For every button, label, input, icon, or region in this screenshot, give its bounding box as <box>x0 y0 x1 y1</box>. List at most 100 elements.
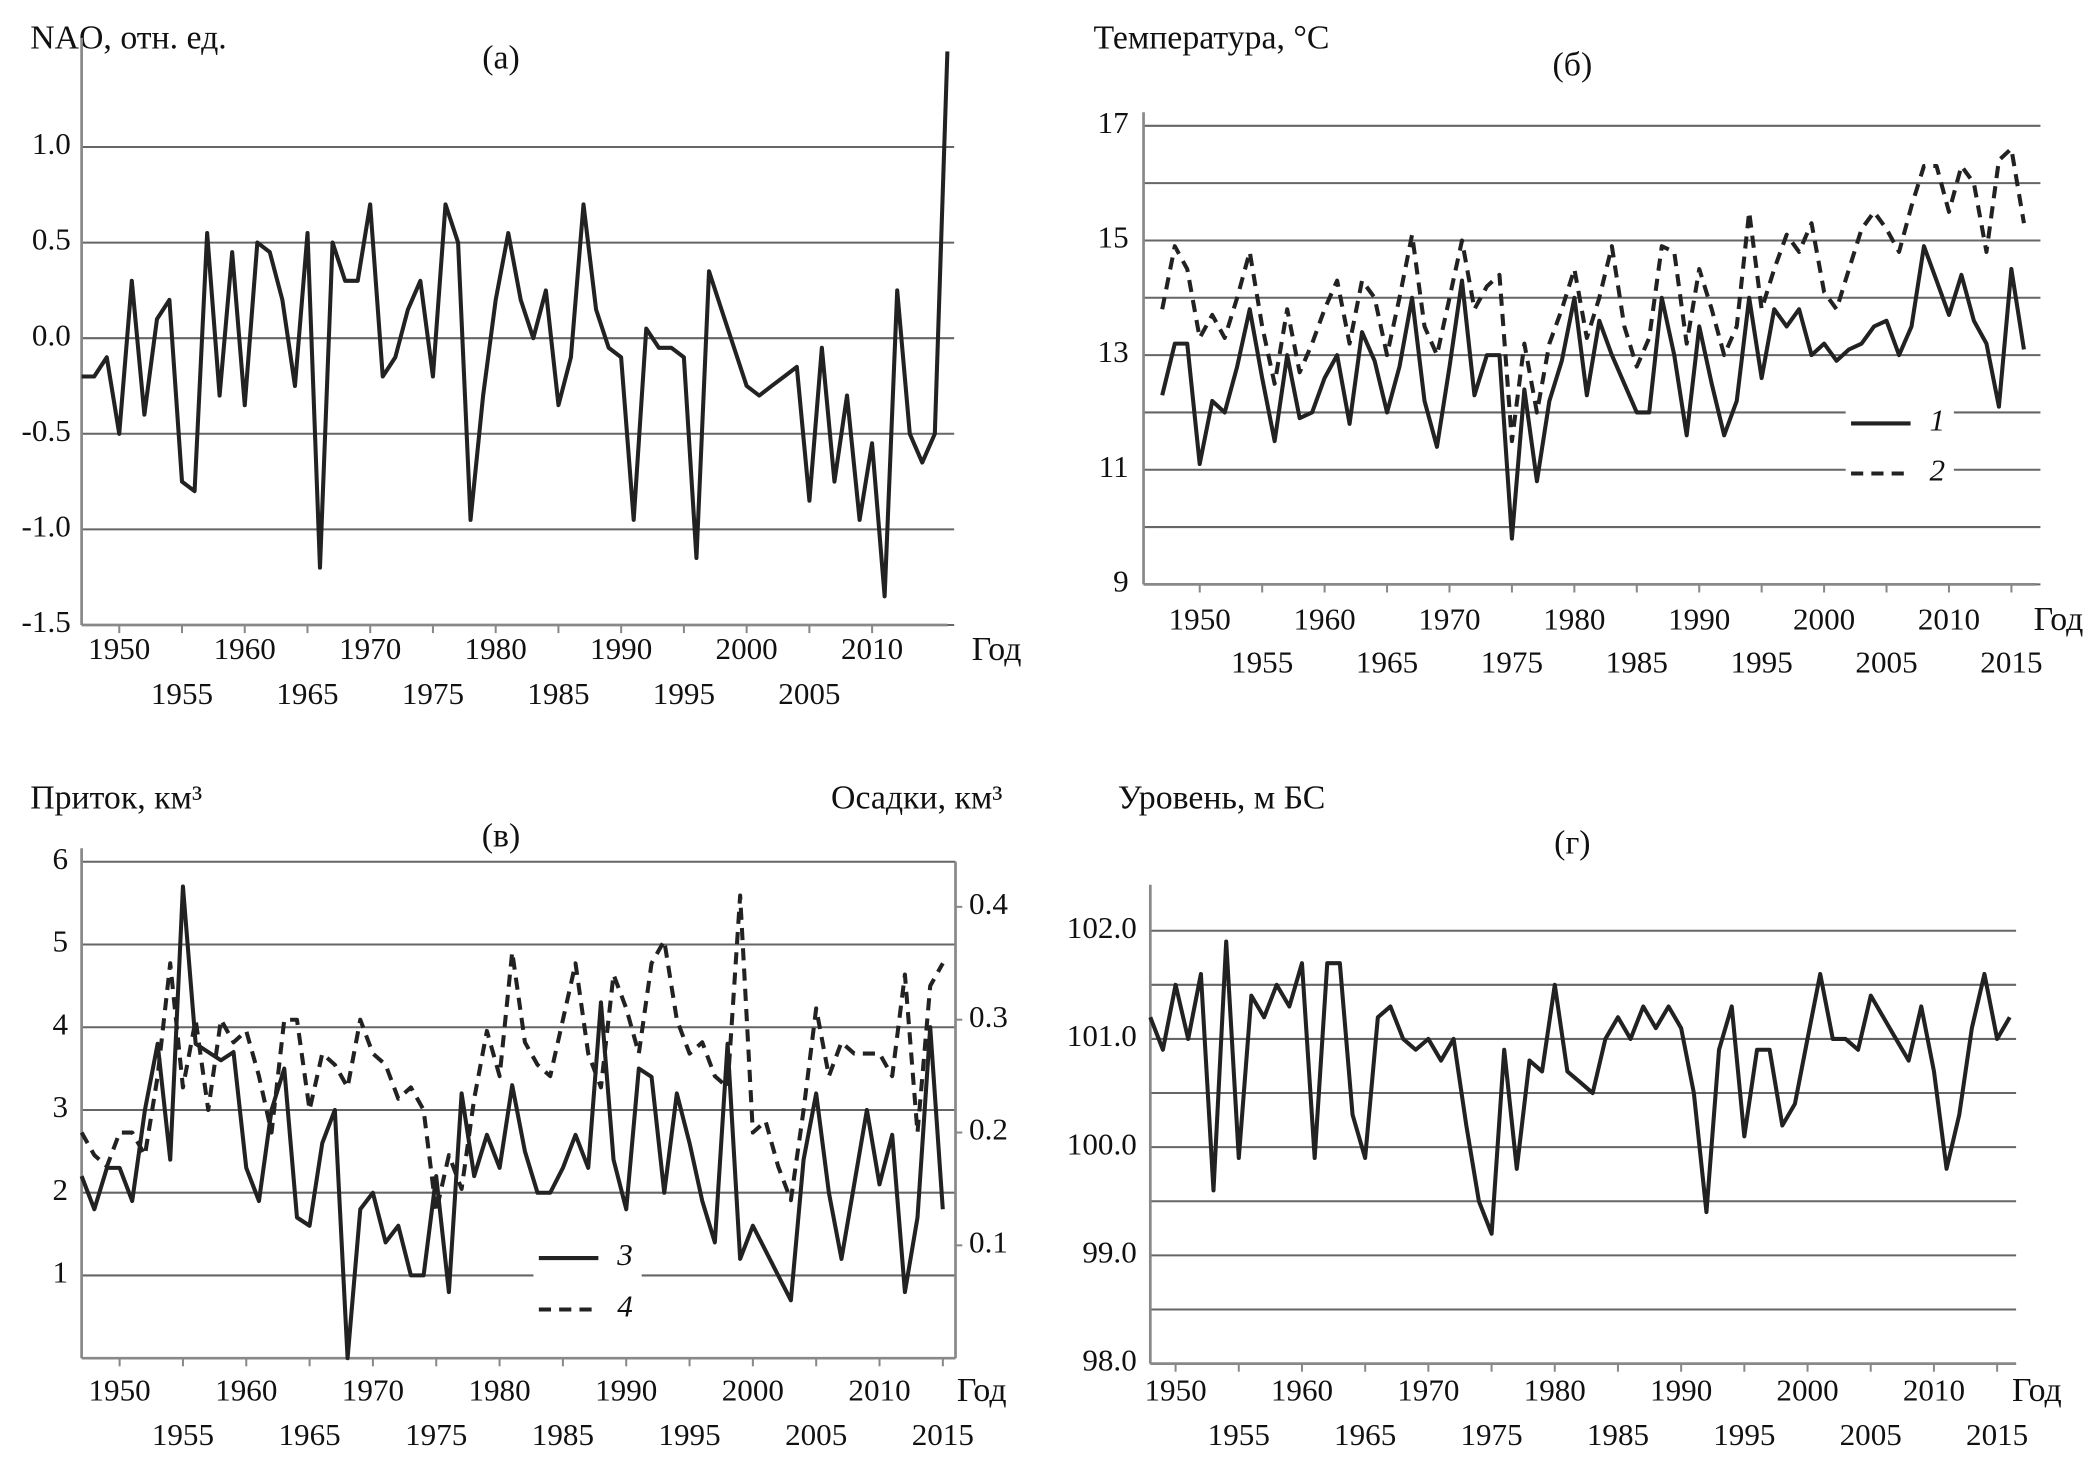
x-tick-label: 1990 <box>1650 1373 1712 1408</box>
x-tick-label: 2005 <box>778 676 840 711</box>
x-axis-title: Год <box>957 1372 1007 1409</box>
panel-title: (в) <box>482 817 520 854</box>
y-tick-label: 0.0 <box>32 317 71 352</box>
legend-label: 2 <box>1930 453 1946 488</box>
panel-title: (б) <box>1553 46 1593 83</box>
x-tick-label: 1950 <box>1144 1373 1206 1408</box>
legend-label: 4 <box>617 1289 633 1324</box>
x-tick-label: 2000 <box>1793 601 1855 636</box>
y2-tick-label: 0.1 <box>969 1224 1008 1259</box>
x-tick-label: 1995 <box>653 676 715 711</box>
x-tick-label: 1990 <box>595 1373 657 1408</box>
x-tick-label: 2010 <box>1903 1373 1965 1408</box>
x-tick-label: 2005 <box>1840 1417 1902 1452</box>
x-tick-label: 1970 <box>339 631 401 666</box>
x-tick-label: 1955 <box>1208 1417 1270 1452</box>
x-tick-label: 1950 <box>1169 601 1231 636</box>
y-tick-label: 1 <box>53 1255 69 1290</box>
y-axis-title: Уровень, м БС <box>1118 780 1325 817</box>
x-axis-title: Год <box>972 631 1022 668</box>
y-axis-title: Приток, км³ <box>30 780 202 817</box>
x-tick-label: 1995 <box>658 1417 720 1452</box>
x-tick-label: 2000 <box>1776 1373 1838 1408</box>
legend-box <box>1845 401 1954 502</box>
x-tick-label: 2000 <box>722 1373 784 1408</box>
x-tick-label: 1955 <box>1231 645 1293 680</box>
y-tick-label: 99.0 <box>1082 1235 1136 1270</box>
legend-label: 1 <box>1930 403 1946 438</box>
x-tick-label: 1995 <box>1713 1417 1775 1452</box>
data-line <box>1148 939 2012 1236</box>
y-tick-label: 6 <box>53 841 69 876</box>
y-tick-label: -1.0 <box>22 509 71 544</box>
y2-tick-label: 0.4 <box>969 886 1008 921</box>
data-line <box>1160 244 2026 541</box>
legend-box <box>533 1236 642 1340</box>
data-line <box>79 884 945 1361</box>
y-axis-title: NAO, отн. ед. <box>30 19 227 56</box>
x-tick-label: 1975 <box>402 676 464 711</box>
x-tick-label: 2010 <box>848 1373 910 1408</box>
x-tick-label: 1985 <box>532 1417 594 1452</box>
x-tick-label: 1985 <box>1587 1417 1649 1452</box>
data-line <box>79 893 945 1214</box>
x-tick-label: 2005 <box>785 1417 847 1452</box>
x-tick-label: 1975 <box>1481 645 1543 680</box>
x-tick-label: 2015 <box>1980 645 2042 680</box>
y-tick-label: 15 <box>1098 220 1129 255</box>
x-tick-label: 2010 <box>841 631 903 666</box>
x-tick-label: 1960 <box>1294 601 1356 636</box>
x-axis-title: Год <box>2012 1372 2062 1409</box>
x-tick-label: 1975 <box>405 1417 467 1452</box>
x-tick-label: 1980 <box>465 631 527 666</box>
x-tick-label: 1990 <box>590 631 652 666</box>
y2-tick-label: 0.3 <box>969 999 1008 1034</box>
y-tick-label: -1.5 <box>22 604 71 639</box>
x-tick-label: 1960 <box>215 1373 277 1408</box>
y-tick-label: -0.5 <box>22 413 71 448</box>
x-tick-label: 1965 <box>278 1417 340 1452</box>
x-tick-label: 1960 <box>214 631 276 666</box>
y-tick-label: 100.0 <box>1067 1126 1137 1161</box>
x-tick-label: 2015 <box>912 1417 974 1452</box>
x-tick-label: 1990 <box>1668 601 1730 636</box>
y-tick-label: 2 <box>53 1172 69 1207</box>
y-tick-label: 17 <box>1098 105 1129 140</box>
y-tick-label: 98.0 <box>1082 1343 1136 1378</box>
panel-title: (а) <box>482 40 520 77</box>
y-tick-label: 11 <box>1099 449 1129 484</box>
y-tick-label: 1.0 <box>32 126 71 161</box>
x-tick-label: 1950 <box>88 631 150 666</box>
y-tick-label: 101.0 <box>1067 1018 1137 1053</box>
y-tick-label: 102.0 <box>1067 910 1137 945</box>
x-tick-label: 1985 <box>527 676 589 711</box>
x-tick-label: 1980 <box>1543 601 1605 636</box>
x-tick-label: 1975 <box>1460 1417 1522 1452</box>
x-tick-label: 1960 <box>1271 1373 1333 1408</box>
x-tick-label: 1970 <box>1397 1373 1459 1408</box>
x-tick-label: 2000 <box>716 631 778 666</box>
x-tick-label: 2005 <box>1855 645 1917 680</box>
y2-tick-label: 0.2 <box>969 1112 1008 1147</box>
x-tick-label: 1985 <box>1606 645 1668 680</box>
x-tick-label: 1955 <box>151 676 213 711</box>
y-axis-title: Температура, °C <box>1093 19 1329 56</box>
data-line <box>81 51 950 599</box>
y-tick-label: 0.5 <box>32 222 71 257</box>
x-tick-label: 1965 <box>1356 645 1418 680</box>
data-line <box>1160 146 2026 444</box>
x-tick-label: 1965 <box>1334 1417 1396 1452</box>
y-tick-label: 13 <box>1098 334 1129 369</box>
x-tick-label: 1955 <box>152 1417 214 1452</box>
x-tick-label: 1965 <box>276 676 338 711</box>
y2-axis-title: Осадки, км³ <box>831 780 1002 817</box>
x-tick-label: 1970 <box>1418 601 1480 636</box>
x-tick-label: 2015 <box>1966 1417 2028 1452</box>
x-tick-label: 1995 <box>1731 645 1793 680</box>
x-tick-label: 1950 <box>89 1373 151 1408</box>
y-tick-label: 9 <box>1113 564 1129 599</box>
x-tick-label: 2010 <box>1918 601 1980 636</box>
y-tick-label: 3 <box>53 1089 69 1124</box>
